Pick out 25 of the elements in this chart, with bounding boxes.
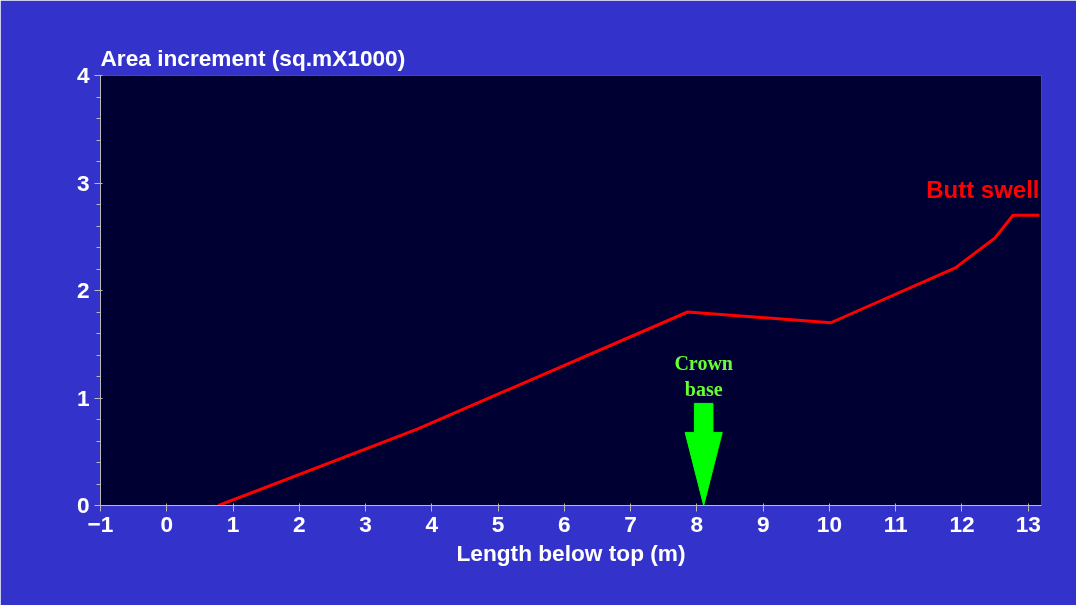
y-tick-label: 4 [76, 62, 90, 88]
x-tick-label: 12 [949, 510, 975, 537]
x-tick-label: 8 [690, 510, 704, 537]
series-label: Butt swell [926, 176, 1040, 204]
x-tick-label: 1 [226, 510, 240, 537]
x-tick-label: 3 [359, 510, 372, 537]
x-axis-title: Length below top (m) [456, 539, 686, 566]
x-tick-label: 2 [293, 510, 306, 537]
x-tick-label: −1 [87, 510, 114, 537]
y-tick-label: 3 [76, 169, 90, 196]
y-tick-label: 2 [76, 277, 90, 303]
x-tick-label: 13 [1015, 510, 1041, 537]
x-tick-label: 10 [816, 510, 843, 537]
x-tick-label: 7 [624, 510, 637, 537]
x-tick-label: 4 [425, 510, 439, 537]
y-axis-title: Area increment (sq.mX1000) [100, 44, 406, 71]
y-tick-label: 0 [76, 492, 90, 518]
line-series [216, 213, 1042, 506]
x-tick-label: 5 [491, 510, 505, 537]
x-tick-label: 9 [756, 510, 770, 537]
annotation: Crown base [674, 351, 733, 401]
x-tick-label: 6 [558, 510, 571, 537]
x-tick-label: 0 [160, 510, 174, 537]
x-tick-label: 11 [883, 510, 908, 537]
y-tick-label: 1 [76, 384, 90, 411]
